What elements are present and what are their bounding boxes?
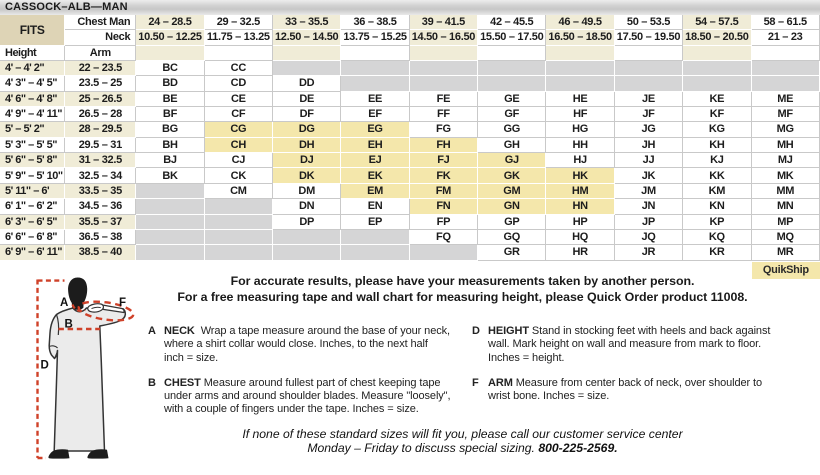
svg-text:A: A [60,297,68,309]
svg-text:F: F [119,297,126,309]
svg-text:D: D [41,360,49,372]
svg-text:B: B [65,319,73,331]
